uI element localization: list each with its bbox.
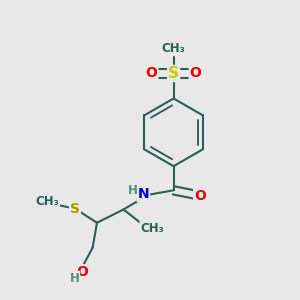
Text: H: H [69,272,79,285]
Text: N: N [137,187,149,201]
Text: CH₃: CH₃ [35,195,59,208]
Text: O: O [146,66,158,80]
Text: S: S [70,202,80,216]
Text: S: S [168,66,179,81]
Text: CH₃: CH₃ [140,221,164,235]
Text: O: O [190,66,202,80]
Text: O: O [194,189,206,202]
Text: O: O [76,265,88,279]
Text: CH₃: CH₃ [162,42,185,55]
Text: H: H [128,184,138,197]
